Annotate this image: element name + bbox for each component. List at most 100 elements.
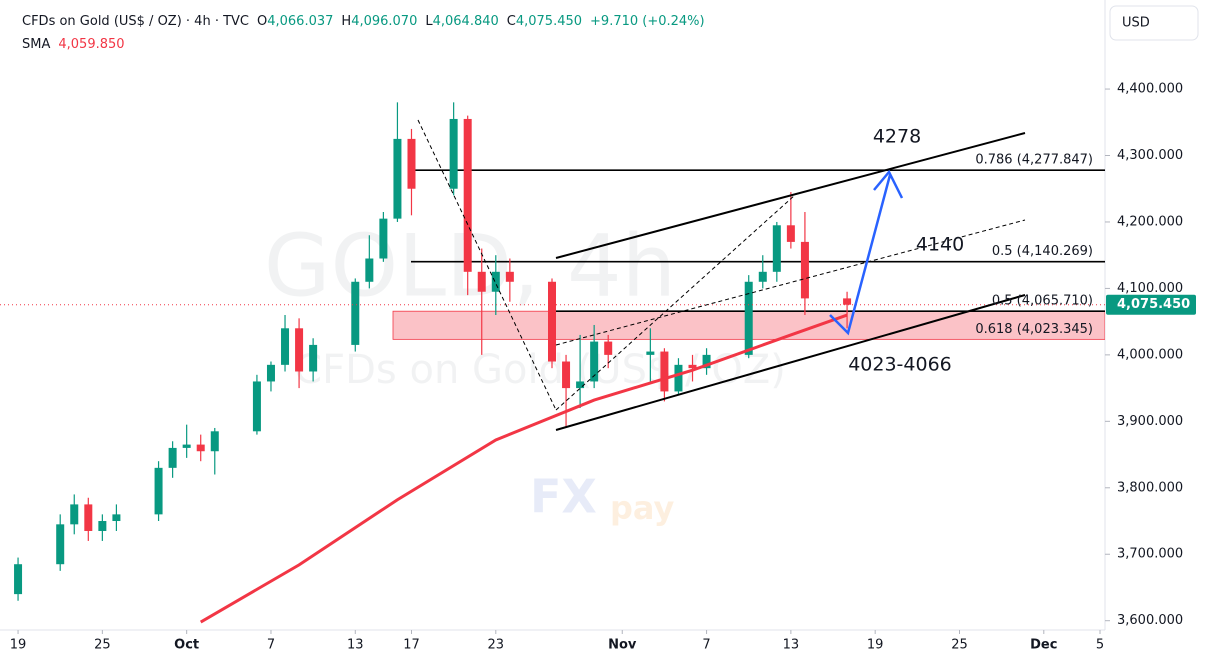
- x-tick-label: Nov: [608, 638, 637, 653]
- x-tick-label: 7: [702, 638, 710, 653]
- last-price-box: [1106, 294, 1196, 315]
- y-tick-label: 3,700.000: [1117, 547, 1183, 562]
- candle-body: [281, 328, 290, 365]
- x-tick-label: 5: [1096, 638, 1104, 653]
- fib-label: 0.5 (4,065.710): [992, 294, 1093, 309]
- candle-body: [758, 271, 767, 282]
- x-tick-label: 19: [10, 638, 27, 653]
- c-label: C: [507, 14, 516, 29]
- logo-text: pay: [610, 489, 675, 527]
- fib-label: 0.786 (4,277.847): [975, 153, 1093, 168]
- y-tick-label: 4,200.000: [1117, 214, 1183, 229]
- dashed-line: [417, 119, 557, 411]
- c-value: 4,075.450: [516, 14, 582, 29]
- candle-body: [295, 328, 304, 372]
- candle-body: [590, 341, 599, 382]
- sma-line: [199, 313, 848, 624]
- candle-body: [351, 281, 360, 345]
- candle-body: [646, 351, 655, 355]
- candle-body: [266, 364, 275, 382]
- x-tick-label: Oct: [174, 638, 199, 653]
- candle-body: [688, 364, 697, 369]
- y-tick-label: 3,800.000: [1117, 480, 1183, 495]
- candle-body: [112, 514, 121, 522]
- candle-body: [14, 564, 23, 595]
- h-label: H: [341, 14, 351, 29]
- dashed-line: [555, 194, 796, 411]
- last-price-label: 4,075.450: [1117, 297, 1190, 312]
- candle-body: [702, 354, 711, 369]
- annotation: 4023-4066: [848, 354, 952, 376]
- candle-body: [56, 524, 65, 565]
- fib-label: 0.5 (4,140.269): [992, 244, 1093, 259]
- legend: CFDs on Gold (US$ / OZ) · 4h · TVC O4,066…: [22, 14, 705, 52]
- channel-line: [555, 132, 1026, 259]
- candle-body: [168, 447, 177, 468]
- sma-name: SMA: [22, 37, 50, 52]
- candle-body: [196, 444, 205, 452]
- x-tick-label: Dec: [1030, 638, 1057, 653]
- candle-body: [154, 467, 163, 515]
- x-tick-label: 13: [783, 638, 800, 653]
- candle-body: [843, 298, 852, 305]
- candle-body: [84, 504, 93, 531]
- candle-body: [786, 225, 795, 242]
- x-tick-label: 23: [488, 638, 505, 653]
- candle-body: [800, 241, 809, 299]
- candle-body: [548, 281, 556, 362]
- candle-body: [505, 271, 514, 282]
- o-label: O: [257, 14, 267, 29]
- o-value: 4,066.037: [267, 14, 333, 29]
- currency-button[interactable]: [1109, 5, 1199, 41]
- dashed-line: [555, 219, 1026, 346]
- change: +9.710 (+0.24%): [590, 14, 705, 29]
- candle-body: [210, 431, 219, 452]
- candle-body: [182, 444, 191, 448]
- symbol-title: CFDs on Gold (US$ / OZ) · 4h · TVC O4,066…: [22, 14, 705, 29]
- candle-body: [463, 118, 472, 272]
- x-tick-label: 19: [867, 638, 884, 653]
- candle-body: [562, 361, 571, 389]
- candle-body: [604, 341, 613, 355]
- candle-body: [449, 118, 458, 189]
- y-tick-label: 4,300.000: [1117, 148, 1183, 163]
- x-tick-label: 13: [347, 638, 364, 653]
- candle-body: [576, 381, 585, 389]
- y-tick-label: 3,900.000: [1117, 414, 1183, 429]
- y-tick-label: 3,600.000: [1117, 613, 1183, 628]
- projection-arrow: [829, 174, 892, 336]
- l-value: 4,064.840: [433, 14, 499, 29]
- currency[interactable]: USD: [1122, 16, 1150, 31]
- candle-body: [393, 138, 402, 219]
- y-tick-label: 4,400.000: [1117, 82, 1183, 97]
- candle-body: [744, 281, 753, 355]
- channel-line: [555, 294, 1026, 431]
- x-tick-label: 25: [94, 638, 111, 653]
- candle-body: [252, 381, 261, 432]
- candle-body: [674, 364, 683, 392]
- candle-body: [365, 258, 374, 282]
- drawings: [417, 119, 1026, 431]
- title: CFDs on Gold (US$ / OZ) · 4h · TVC: [22, 14, 249, 29]
- candle-body: [98, 521, 107, 531]
- candle-body: [491, 271, 500, 292]
- logo-text: FX: [530, 470, 597, 524]
- candle-body: [379, 218, 388, 259]
- x-tick-label: 25: [951, 638, 968, 653]
- x-tick-label: 17: [403, 638, 420, 653]
- h-value: 4,096.070: [351, 14, 417, 29]
- sma-legend: SMA 4,059.850: [22, 37, 125, 52]
- fib-label: 0.618 (4,023.345): [975, 322, 1093, 337]
- l-label: L: [425, 14, 433, 29]
- candle-body: [477, 271, 486, 292]
- candle-body: [660, 351, 669, 392]
- candle-body: [309, 344, 318, 372]
- annotation: 4278: [873, 126, 921, 148]
- plot-area: [0, 102, 1105, 624]
- arrow-head: [873, 169, 904, 199]
- candle-body: [70, 504, 79, 525]
- watermark-text: CFDs on Gold (US$ / OZ): [294, 347, 786, 393]
- candle-body: [407, 138, 416, 189]
